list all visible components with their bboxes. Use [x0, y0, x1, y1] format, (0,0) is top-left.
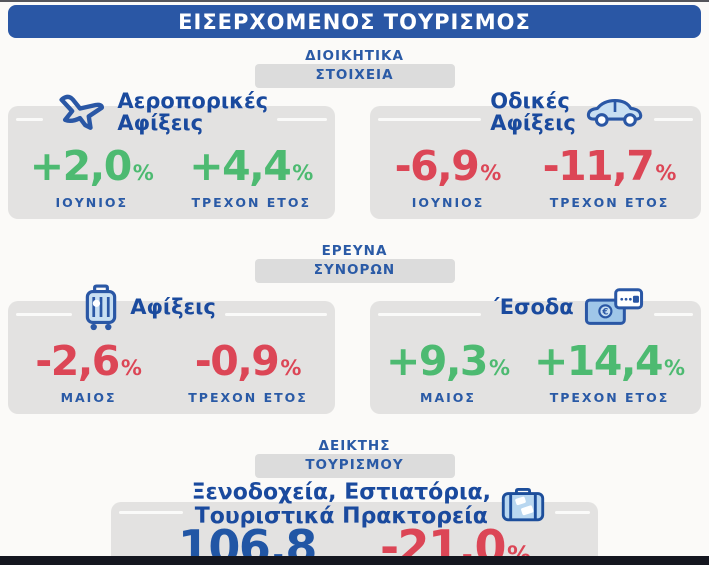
card-title: Αεροπορικές Αφίξεις — [16, 88, 327, 136]
stat-value: -0,9% — [194, 337, 302, 385]
stat-label: ΜΑΙΟΣ — [420, 390, 476, 405]
stat-month: +2,0% ΙΟΥΝΙΟΣ — [29, 142, 154, 211]
stat-value: +2,0% — [29, 142, 154, 190]
stats-row: +9,3% ΜΑΙΟΣ +14,4% ΤΡΕΧΟΝ ΕΤΟΣ — [370, 337, 701, 406]
divider-line — [277, 117, 327, 121]
section-label-box: ΣΥΝΟΡΩΝ — [254, 259, 455, 283]
section-label-administrative: ΔΙΟΙΚΗΤΙΚΑ ΣΤΟΙΧΕΙΑ — [0, 48, 709, 88]
title-line: Αεροπορικές — [117, 88, 269, 113]
card-road-arrivals: Οδικές Αφίξεις -6,9% ΙΟΥΝΙΟΣ — [370, 89, 701, 219]
section-label-box: ΤΟΥΡΙΣΜΟΥ — [254, 454, 455, 478]
page-title: ΕΙΣΕΡΧΟΜΕΝΟΣ ΤΟΥΡΙΣΜΟΣ — [178, 9, 531, 34]
stat-ytd: -11,7% ΤΡΕΧΟΝ ΕΤΟΣ — [542, 142, 677, 211]
section-label-line2: ΣΥΝΟΡΩΝ — [313, 262, 396, 278]
card-title: Ξενοδοχεία, Εστιατόρια, Τουριστικά Πρακτ… — [119, 477, 590, 533]
stat-value: +4,4% — [189, 142, 314, 190]
stat-value: +14,4% — [533, 337, 686, 385]
stat-value: -6,9% — [394, 142, 502, 190]
stat-month: -6,9% ΙΟΥΝΙΟΣ — [394, 142, 502, 211]
car-icon — [585, 94, 645, 130]
title-line: Ξενοδοχεία, Εστιατόρια, — [191, 480, 492, 506]
title-line: Οδικές — [490, 88, 570, 113]
card-title-text: Οδικές Αφίξεις — [490, 88, 576, 135]
stat-label: ΤΡΕΧΟΝ ΕΤΟΣ — [188, 390, 308, 405]
stat-value: -11,7% — [542, 142, 677, 190]
section-label-border-survey: ΕΡΕΥΝΑ ΣΥΝΟΡΩΝ — [0, 243, 709, 283]
divider-line — [555, 510, 590, 514]
section-label-line2: ΤΟΥΡΙΣΜΟΥ — [305, 457, 404, 473]
divider-line — [378, 117, 482, 121]
card-title: ΄Εσοδα € — [378, 283, 693, 331]
divider-line — [653, 117, 693, 121]
card-arrivals: Αφίξεις -2,6% ΜΑΙΟΣ -0,9% ΤΡΕΧΟΝ ΕΤΟΣ — [8, 284, 335, 414]
stats-row: +2,0% ΙΟΥΝΙΟΣ +4,4% ΤΡΕΧΟΝ ΕΤΟΣ — [8, 142, 335, 211]
title-line: Αφίξεις — [117, 111, 204, 135]
card-title: Αφίξεις — [16, 283, 327, 331]
stats-row: -6,9% ΙΟΥΝΙΟΣ -11,7% ΤΡΕΧΟΝ ΕΤΟΣ — [370, 142, 701, 211]
stat-month: +9,3% ΜΑΙΟΣ — [385, 337, 510, 406]
money-icon: € — [583, 285, 645, 329]
divider-line — [378, 312, 482, 316]
card-revenue: ΄Εσοδα € — [370, 288, 701, 414]
stat-label: ΤΡΕΧΟΝ ΕΤΟΣ — [549, 195, 670, 210]
card-title-text: Ξενοδοχεία, Εστιατόρια, Τουριστικά Πρακτ… — [192, 481, 491, 528]
luggage-icon — [81, 281, 121, 333]
card-title-text: Αεροπορικές Αφίξεις — [117, 88, 269, 135]
stat-label: ΤΡΕΧΟΝ ΕΤΟΣ — [191, 195, 312, 210]
divider-line — [119, 510, 183, 514]
stat-label: ΤΡΕΧΟΝ ΕΤΟΣ — [549, 390, 670, 405]
section-label-tourism-index: ΔΕΙΚΤΗΣ ΤΟΥΡΙΣΜΟΥ — [0, 438, 709, 478]
divider-line — [653, 312, 693, 316]
stats-row: -2,6% ΜΑΙΟΣ -0,9% ΤΡΕΧΟΝ ΕΤΟΣ — [8, 337, 335, 406]
section-label-box: ΣΤΟΙΧΕΙΑ — [254, 64, 455, 88]
divider-line — [16, 312, 73, 316]
stat-value: +9,3% — [385, 337, 510, 385]
card-title: Οδικές Αφίξεις — [378, 88, 693, 136]
cards-row-administrative: Αεροπορικές Αφίξεις +2,0% ΙΟΥΝΙΟΣ +4,4% … — [0, 89, 709, 219]
card-tourism-index: Ξενοδοχεία, Εστιατόρια, Τουριστικά Πρακτ… — [111, 481, 598, 565]
divider-line — [224, 312, 327, 316]
title-line: Αφίξεις — [490, 111, 576, 135]
footer-bar — [0, 556, 709, 565]
stat-ytd: +14,4% ΤΡΕΧΟΝ ΕΤΟΣ — [533, 337, 686, 406]
plane-landing-icon — [52, 91, 108, 133]
stat-month: -2,6% ΜΑΙΟΣ — [35, 337, 142, 406]
suitcase-icon — [500, 485, 546, 525]
stat-label: ΙΟΥΝΙΟΣ — [411, 195, 485, 210]
header-bar: ΕΙΣΕΡΧΟΜΕΝΟΣ ΤΟΥΡΙΣΜΟΣ — [8, 5, 701, 38]
section-label-line2: ΣΤΟΙΧΕΙΑ — [315, 67, 394, 83]
svg-text:€: € — [601, 308, 608, 318]
title-line: ΄Εσοδα — [490, 294, 574, 319]
stat-ytd: -0,9% ΤΡΕΧΟΝ ΕΤΟΣ — [188, 337, 308, 406]
stat-label: ΙΟΥΝΙΟΣ — [55, 195, 129, 210]
stat-ytd: +4,4% ΤΡΕΧΟΝ ΕΤΟΣ — [189, 142, 314, 211]
stat-value: -2,6% — [35, 337, 142, 385]
card-title-text: Αφίξεις — [130, 296, 216, 318]
section-label-line1: ΕΡΕΥΝΑ — [321, 243, 388, 259]
title-line: Τουριστικά Πρακτορεία — [194, 504, 488, 529]
title-line: Αφίξεις — [130, 294, 216, 319]
section-label-line1: ΔΕΙΚΤΗΣ — [318, 438, 391, 454]
divider-line — [16, 117, 44, 121]
cards-row-border-survey: Αφίξεις -2,6% ΜΑΙΟΣ -0,9% ΤΡΕΧΟΝ ΕΤΟΣ ΄ — [0, 284, 709, 414]
stat-label: ΜΑΙΟΣ — [60, 390, 117, 405]
card-title-text: ΄Εσοδα — [490, 296, 573, 318]
section-label-line1: ΔΙΟΙΚΗΤΙΚΑ — [305, 48, 404, 64]
card-air-arrivals: Αεροπορικές Αφίξεις +2,0% ΙΟΥΝΙΟΣ +4,4% … — [8, 89, 335, 219]
